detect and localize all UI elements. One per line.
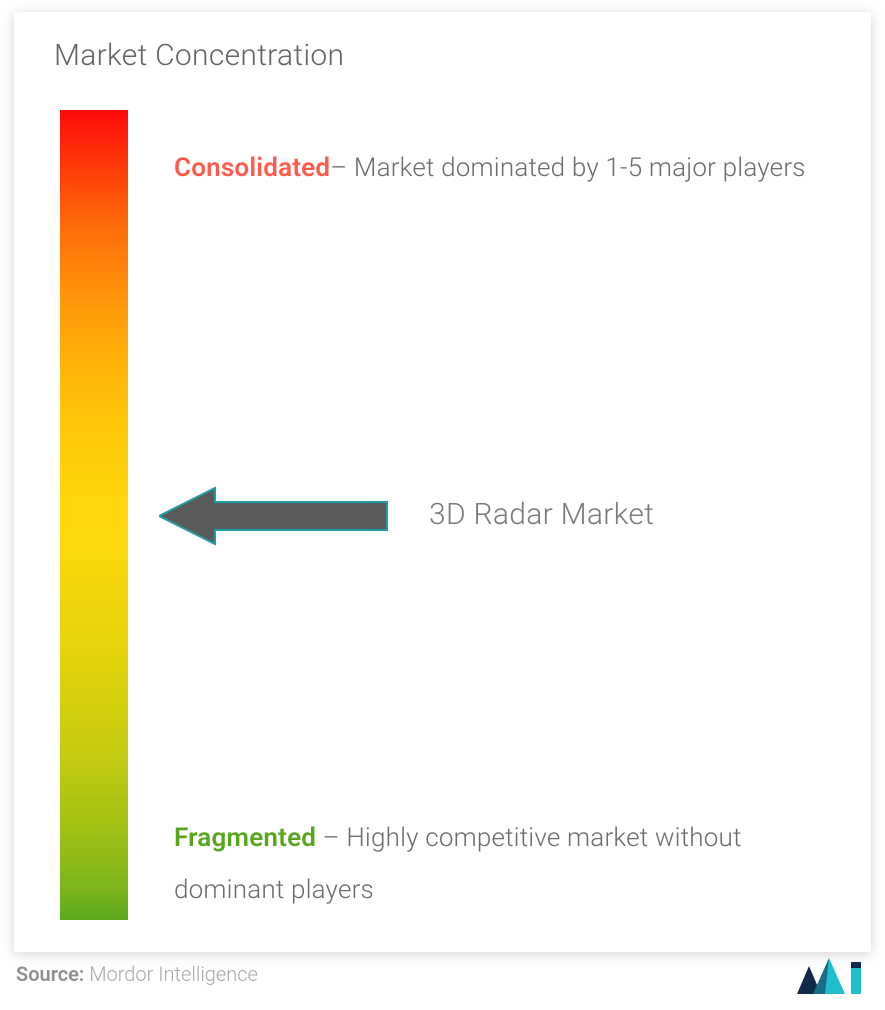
page-title: Market Concentration — [54, 38, 344, 73]
arrow-icon — [159, 488, 387, 544]
concentration-gradient-bar — [60, 110, 128, 920]
consolidated-caption: Consolidated– Market dominated by 1-5 ma… — [174, 142, 854, 194]
source-attribution: Source: Mordor Intelligence — [16, 962, 258, 986]
infographic-card: Market Concentration Consolidated– Marke… — [14, 12, 871, 952]
fragmented-label: Fragmented — [174, 823, 316, 853]
consolidated-label: Consolidated — [174, 153, 330, 183]
source-label: Source: — [16, 962, 84, 986]
fragmented-caption: Fragmented – Highly competitive market w… — [174, 812, 854, 916]
market-name-label: 3D Radar Market — [429, 497, 654, 532]
pointer-arrow — [159, 484, 389, 548]
mi-logo-icon — [795, 956, 867, 996]
consolidated-text: – Market dominated by 1-5 major players — [330, 153, 805, 183]
source-value: Mordor Intelligence — [89, 962, 258, 986]
